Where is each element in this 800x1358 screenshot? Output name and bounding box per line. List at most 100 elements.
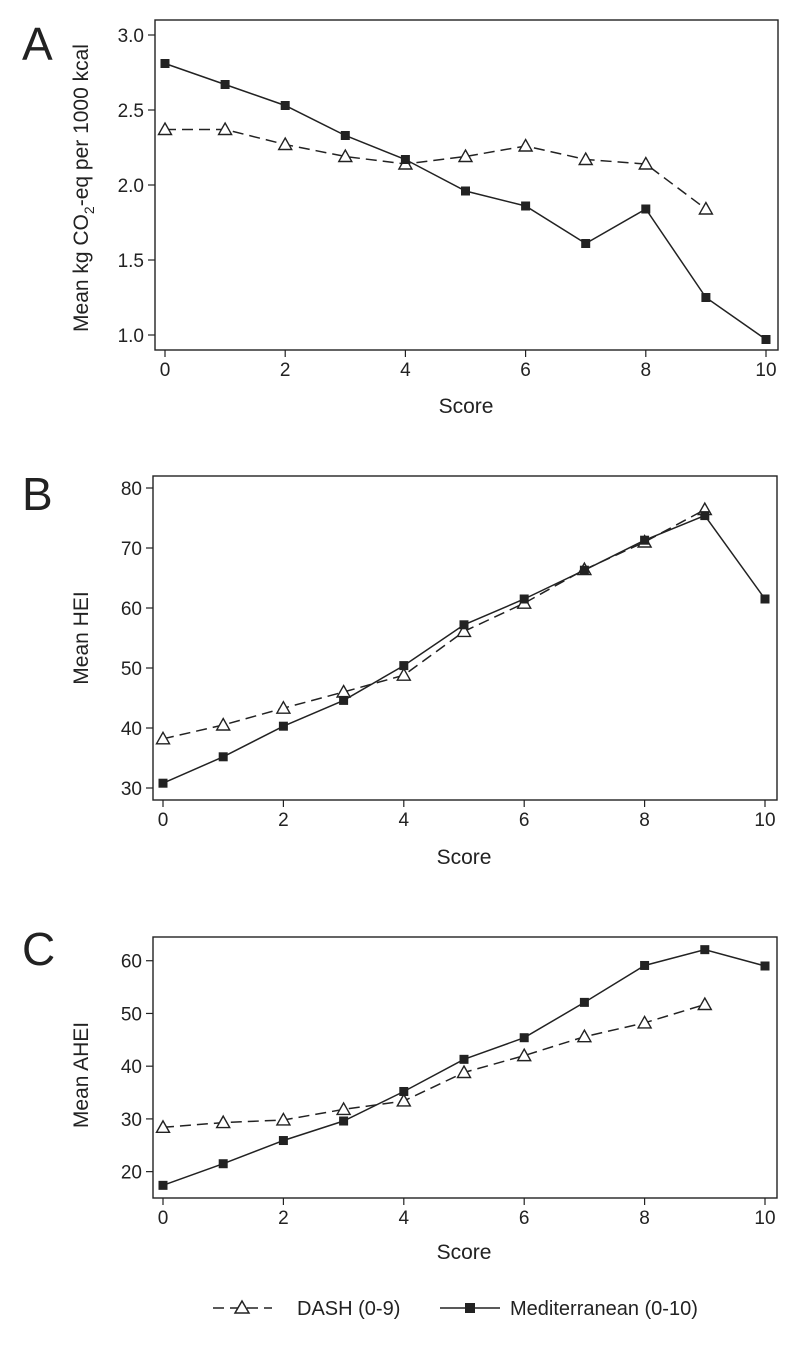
x-tick-label-a-4: 4 xyxy=(400,360,411,381)
point-a-dash-8 xyxy=(638,156,654,170)
point-a-dash-0 xyxy=(157,121,173,136)
panel-b: B Mean HEI Score 0 2 4 6 8 10 30 40 50 60 70 80 xyxy=(22,468,778,869)
point-c-mediterranean-10 xyxy=(760,961,770,971)
legend: DASH (0-9) Mediterranean (0-10) xyxy=(213,1298,698,1320)
y-tick-label-a-1.5: 1.5 xyxy=(118,251,144,272)
point-c-mediterranean-5 xyxy=(459,1054,469,1064)
point-a-mediterranean-3 xyxy=(340,131,350,140)
panel-letter-b: B xyxy=(22,468,53,520)
point-b-mediterranean-4 xyxy=(399,661,409,671)
x-tick-label-a-0: 0 xyxy=(160,360,171,381)
point-c-mediterranean-9 xyxy=(700,945,710,955)
y-tick-label-c-20: 20 xyxy=(121,1163,142,1184)
y-tick-label-b-40: 40 xyxy=(121,719,142,740)
point-c-mediterranean-2 xyxy=(278,1136,288,1146)
panel-letter-c: C xyxy=(22,923,55,975)
x-axis-label-a: Score xyxy=(439,395,494,418)
point-c-dash-8 xyxy=(636,1015,653,1029)
point-a-mediterranean-2 xyxy=(280,101,290,110)
series-line-b-mediterranean xyxy=(162,514,766,784)
x-tick-label-a-2: 2 xyxy=(280,360,291,381)
point-a-mediterranean-10 xyxy=(761,335,771,344)
x-tick-label-b-10: 10 xyxy=(754,810,775,831)
point-c-dash-0 xyxy=(155,1119,171,1134)
point-a-mediterranean-9 xyxy=(701,293,711,302)
point-c-dash-5 xyxy=(456,1064,472,1079)
series-line-c-dash xyxy=(162,1003,706,1129)
y-axis-label-c: Mean AHEI xyxy=(70,1022,93,1128)
point-b-mediterranean-10 xyxy=(760,594,770,604)
point-a-mediterranean-0 xyxy=(160,59,170,68)
point-b-mediterranean-6 xyxy=(519,594,529,604)
legend-label-mediterranean: Mediterranean (0-10) xyxy=(510,1298,698,1320)
y-tick-label-c-40: 40 xyxy=(121,1057,142,1078)
point-c-dash-1 xyxy=(215,1114,231,1129)
point-a-dash-9 xyxy=(698,201,714,215)
point-b-mediterranean-1 xyxy=(218,752,228,762)
x-tick-label-c-4: 4 xyxy=(399,1208,410,1229)
x-tick-label-b-4: 4 xyxy=(399,810,410,831)
series-line-b-dash xyxy=(162,508,706,740)
panel-a: A Mean kg CO2-eq per 1000 kcal Score 0 2 4… xyxy=(22,18,779,418)
point-a-mediterranean-7 xyxy=(581,239,591,248)
point-a-mediterranean-6 xyxy=(521,201,531,211)
plot-frame-a xyxy=(154,19,779,351)
point-a-mediterranean-8 xyxy=(641,204,651,214)
point-a-dash-3 xyxy=(337,148,353,163)
x-tick-label-c-8: 8 xyxy=(639,1208,650,1229)
x-tick-label-b-2: 2 xyxy=(278,810,289,831)
x-tick-label-a-6: 6 xyxy=(520,360,531,381)
point-b-dash-4 xyxy=(396,667,412,681)
point-c-dash-6 xyxy=(516,1047,532,1062)
point-b-dash-0 xyxy=(155,730,171,745)
y-tick-label-a-2.5: 2.5 xyxy=(118,101,144,122)
point-c-mediterranean-8 xyxy=(640,960,650,970)
x-tick-label-b-8: 8 xyxy=(639,810,650,831)
x-tick-label-a-8: 8 xyxy=(641,360,652,381)
point-c-dash-4 xyxy=(396,1093,412,1107)
point-a-mediterranean-1 xyxy=(220,80,230,89)
point-c-dash-2 xyxy=(275,1112,292,1126)
point-b-dash-5 xyxy=(456,623,472,638)
point-b-mediterranean-0 xyxy=(158,778,168,788)
y-tick-label-b-50: 50 xyxy=(121,659,142,680)
point-a-mediterranean-4 xyxy=(400,155,410,164)
x-axis-label-b: Score xyxy=(437,846,492,869)
legend-label-dash: DASH (0-9) xyxy=(297,1298,400,1320)
x-tick-label-c-0: 0 xyxy=(158,1208,169,1229)
point-b-mediterranean-7 xyxy=(579,565,589,575)
point-c-mediterranean-1 xyxy=(218,1159,228,1169)
point-c-mediterranean-0 xyxy=(158,1180,168,1190)
point-c-mediterranean-7 xyxy=(579,997,589,1007)
point-a-dash-7 xyxy=(578,151,594,166)
panel-letter-a: A xyxy=(22,18,53,70)
y-tick-label-c-30: 30 xyxy=(121,1110,142,1131)
y-tick-label-a-1.0: 1.0 xyxy=(118,326,144,347)
point-a-mediterranean-5 xyxy=(461,186,470,196)
y-tick-label-c-50: 50 xyxy=(121,1004,142,1025)
x-tick-label-b-6: 6 xyxy=(519,810,530,831)
x-tick-label-c-6: 6 xyxy=(519,1208,530,1229)
y-tick-label-b-30: 30 xyxy=(121,779,142,800)
legend-dash-triangle-marker xyxy=(233,1299,251,1314)
plot-frame-b xyxy=(152,475,778,801)
series-line-a-mediterranean xyxy=(164,62,767,341)
point-c-mediterranean-3 xyxy=(339,1116,349,1126)
point-b-dash-1 xyxy=(215,717,231,731)
x-tick-label-a-10: 10 xyxy=(755,360,776,381)
y-tick-label-a-3.0: 3.0 xyxy=(118,26,144,47)
point-a-dash-1 xyxy=(217,121,233,136)
point-b-mediterranean-2 xyxy=(278,721,288,731)
point-a-dash-6 xyxy=(517,138,534,152)
y-tick-label-a-2.0: 2.0 xyxy=(118,176,144,197)
point-b-mediterranean-8 xyxy=(640,535,650,545)
series-line-a-dash xyxy=(165,128,707,210)
point-c-mediterranean-6 xyxy=(519,1033,529,1043)
y-tick-label-b-80: 80 xyxy=(121,479,142,500)
point-a-dash-2 xyxy=(277,136,293,151)
point-c-mediterranean-4 xyxy=(399,1086,409,1096)
x-axis-label-c: Score xyxy=(437,1241,492,1264)
y-tick-label-b-70: 70 xyxy=(121,539,142,560)
point-b-mediterranean-3 xyxy=(339,695,349,705)
